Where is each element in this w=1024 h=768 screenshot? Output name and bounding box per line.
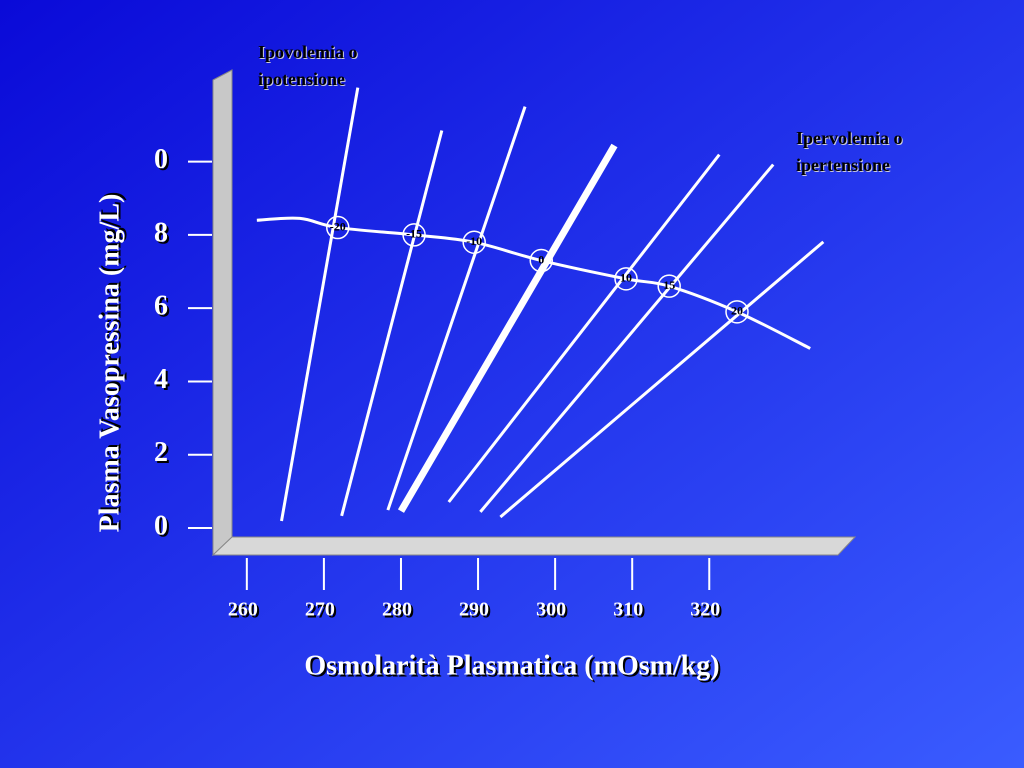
y-tick-label: 2 — [154, 437, 168, 468]
guide-line — [499, 240, 825, 519]
y-tick-label: 6 — [154, 291, 168, 322]
y-tick-label: 0 — [154, 144, 168, 175]
guide-line — [479, 163, 775, 513]
annotation: Ipovolemia o — [258, 42, 358, 62]
x-tick-label: 260 — [228, 599, 258, 621]
x-tick-label: 290 — [459, 599, 489, 621]
annotation: ipotensione — [258, 69, 345, 89]
guide-line — [340, 130, 444, 517]
point-label: 15 — [663, 278, 675, 292]
x-tick-label: 320 — [690, 599, 720, 621]
guide-line — [397, 143, 618, 513]
point-marker — [725, 300, 749, 324]
point-marker — [402, 223, 426, 247]
point-marker — [657, 274, 681, 298]
point-label: 0 — [538, 252, 544, 266]
guide-line — [280, 87, 360, 522]
point-marker — [614, 267, 638, 291]
x-axis-floor — [211, 536, 857, 556]
point-marker — [326, 215, 350, 240]
point-label: -20 — [330, 219, 346, 233]
x-tick-label: 310 — [613, 599, 643, 621]
point-label: -10 — [466, 234, 482, 248]
y-tick-label: 8 — [154, 217, 168, 248]
x-axis-label: Osmolarità Plasmatica (mOsm/kg) — [304, 650, 719, 681]
point-label: -15 — [406, 227, 422, 241]
annotation: ipertensione — [796, 155, 890, 175]
annotation: Ipervolemia o — [796, 128, 902, 148]
x-tick-label: 280 — [382, 599, 412, 621]
point-marker — [529, 248, 553, 273]
point-label: 10 — [620, 271, 632, 285]
y-axis-wall — [212, 69, 233, 557]
point-label: 20 — [731, 304, 743, 318]
y-tick-label: 0 — [154, 510, 168, 541]
x-tick-label: 270 — [305, 599, 335, 621]
guide-line — [447, 153, 721, 503]
x-tick-label: 300 — [536, 599, 566, 621]
guide-line — [386, 106, 527, 511]
curve — [256, 216, 811, 350]
point-marker — [462, 230, 486, 254]
y-axis-label: Plasma Vasopressina (mg/L) — [94, 194, 125, 533]
y-tick-label: 4 — [154, 364, 168, 395]
